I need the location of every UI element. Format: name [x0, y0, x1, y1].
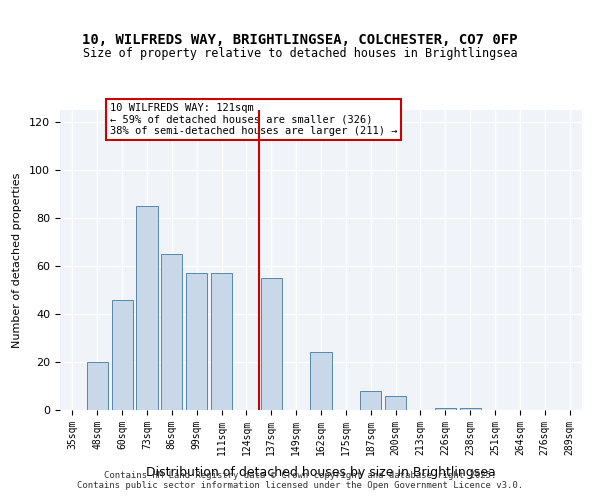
X-axis label: Distribution of detached houses by size in Brightlingsea: Distribution of detached houses by size … [146, 466, 496, 479]
Bar [211, 273, 232, 410]
Bar [161, 254, 182, 410]
Bar [460, 408, 481, 410]
Bar [87, 362, 108, 410]
Text: 10 WILFREDS WAY: 121sqm
← 59% of detached houses are smaller (326)
38% of semi-d: 10 WILFREDS WAY: 121sqm ← 59% of detache… [110, 103, 397, 136]
Text: Size of property relative to detached houses in Brightlingsea: Size of property relative to detached ho… [83, 48, 517, 60]
Bar [136, 206, 158, 410]
Y-axis label: Number of detached properties: Number of detached properties [12, 172, 22, 348]
Bar [310, 352, 332, 410]
Bar [112, 300, 133, 410]
Text: 10, WILFREDS WAY, BRIGHTLINGSEA, COLCHESTER, CO7 0FP: 10, WILFREDS WAY, BRIGHTLINGSEA, COLCHES… [82, 32, 518, 46]
Bar [385, 396, 406, 410]
Bar [261, 278, 282, 410]
Bar [360, 391, 381, 410]
Text: Contains HM Land Registry data © Crown copyright and database right 2025.
Contai: Contains HM Land Registry data © Crown c… [77, 470, 523, 490]
Bar [186, 273, 207, 410]
Bar [435, 408, 456, 410]
